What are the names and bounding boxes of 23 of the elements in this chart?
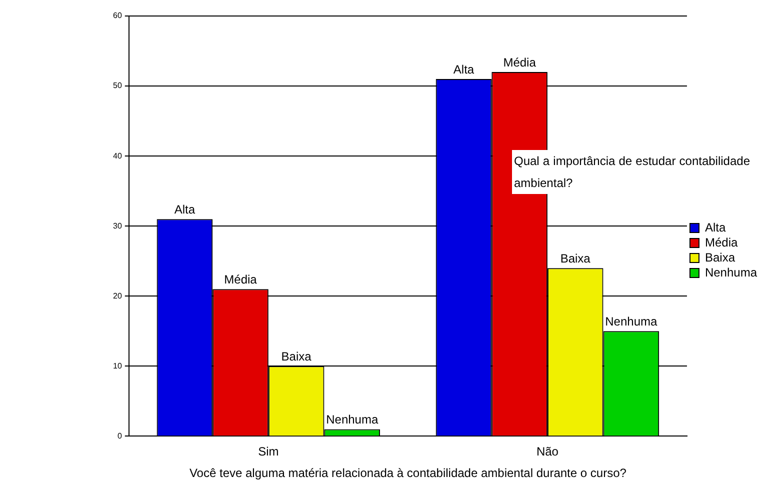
y-tick-label: 0 [117, 431, 122, 440]
annotation: Alta [174, 202, 196, 216]
annotation: Nenhuma [326, 412, 378, 427]
annotation: Nenhuma [605, 314, 658, 328]
text: Qual a importância de estudar contabilidade ambiental? [512, 150, 752, 194]
legend-label: Média [704, 235, 738, 250]
legend-label: Nenhuma [704, 265, 758, 280]
annotation: Baixa [560, 251, 591, 266]
annotation: Alta [453, 62, 474, 76]
x-tick-label: Sim [258, 444, 279, 459]
y-tick-label: 50 [112, 81, 122, 90]
annotation: Média [224, 272, 258, 286]
y-tick-label: 60 [112, 11, 122, 20]
legend-label: Alta [704, 220, 726, 234]
annotation: Baixa [281, 349, 312, 364]
y-tick-label: 30 [112, 221, 122, 230]
legend-label: Baixa [704, 250, 736, 264]
y-tick-label: 10 [112, 361, 122, 370]
annotation: Média [503, 55, 536, 70]
x-axis-title: Você teve alguma matéria relacionada à contabilidade ambiental durante o curso? [189, 466, 627, 480]
y-tick-label: 40 [112, 151, 122, 160]
y-tick-label: 20 [112, 291, 122, 300]
x-tick-label: Não [536, 444, 559, 459]
